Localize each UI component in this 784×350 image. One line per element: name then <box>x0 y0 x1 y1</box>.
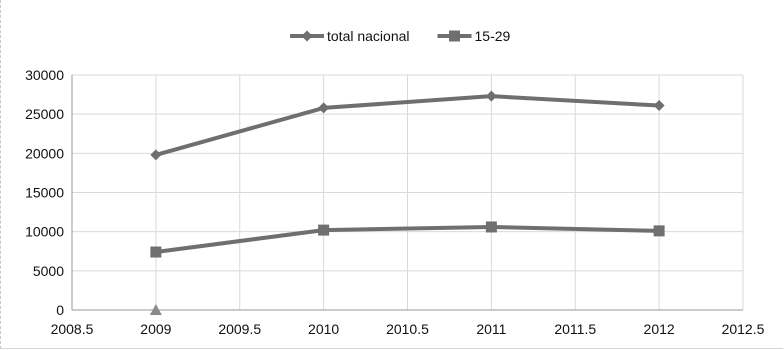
y-tick-label: 25000 <box>25 106 64 122</box>
data-point <box>485 221 497 233</box>
x-tick-label: 2009 <box>140 321 171 337</box>
y-tick-label: 0 <box>56 302 64 318</box>
x-tick-label: 2012 <box>644 321 675 337</box>
y-tick-label: 5000 <box>33 263 64 279</box>
legend-marker <box>301 30 313 42</box>
series <box>149 90 665 315</box>
x-tick-label: 2012.5 <box>722 321 765 337</box>
data-point <box>150 149 162 161</box>
x-tick-label: 2010.5 <box>386 321 429 337</box>
x-tick-label: 2009.5 <box>218 321 261 337</box>
data-point <box>653 100 665 112</box>
data-point <box>485 90 497 102</box>
y-tick-label: 30000 <box>25 67 64 83</box>
y-tick-label: 15000 <box>25 185 64 201</box>
data-point <box>149 304 162 315</box>
series-line <box>155 94 660 157</box>
x-tick-label: 2011.5 <box>554 321 596 337</box>
legend-label: total nacional <box>327 28 410 44</box>
y-tick-label: 10000 <box>25 224 64 240</box>
y-tick-label: 20000 <box>25 145 64 161</box>
data-point <box>150 246 162 258</box>
axes <box>71 75 743 311</box>
x-tick-labels: 2008.5 2009 2009.5 2010 2010.5 2011 2011.5 2012… <box>51 321 765 337</box>
legend: total nacional 15-29 <box>290 28 511 44</box>
x-tick-label: 2011 <box>476 321 506 337</box>
y-tick-labels: 0 5000 10000 15000 20000 25000 30000 <box>25 67 64 318</box>
data-point <box>318 224 330 236</box>
gridlines <box>72 74 744 310</box>
x-tick-label: 2008.5 <box>51 321 94 337</box>
data-point <box>318 102 330 114</box>
data-point <box>653 225 665 237</box>
x-tick-label: 2010 <box>308 321 339 337</box>
legend-label: 15-29 <box>475 28 511 44</box>
legend-marker <box>449 30 461 42</box>
series-line <box>155 224 660 255</box>
